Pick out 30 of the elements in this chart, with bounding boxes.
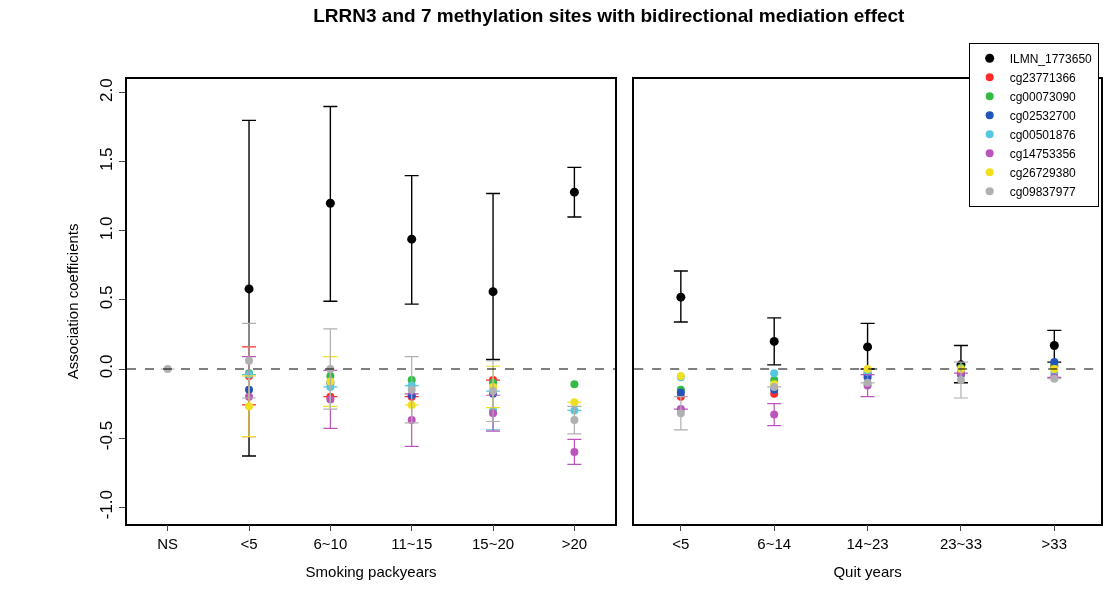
legend-label: cg00073090 bbox=[1009, 89, 1077, 104]
x-tick-label: 11~15 bbox=[391, 535, 433, 553]
legend-label: cg09837977 bbox=[1009, 184, 1077, 199]
y-tick-label: 1.5 bbox=[97, 147, 117, 172]
x-tick-label: >20 bbox=[561, 535, 588, 553]
legend-label: ILMN_1773650 bbox=[1009, 51, 1093, 66]
legend-label: cg00501876 bbox=[1009, 127, 1077, 142]
x-tick-label: <5 bbox=[240, 535, 258, 553]
y-tick-label: 2.0 bbox=[97, 78, 117, 102]
y-tick-label: 1.0 bbox=[97, 216, 117, 241]
y-tick-label: 0.0 bbox=[97, 354, 117, 379]
x-tick-label: NS bbox=[157, 535, 179, 553]
legend-label: cg26729380 bbox=[1009, 165, 1077, 180]
y-tick-label: 0.5 bbox=[97, 285, 117, 310]
legend-label: cg14753356 bbox=[1009, 146, 1077, 161]
x-axis-title: Quit years bbox=[833, 562, 902, 580]
x-axis-title: Smoking packyears bbox=[305, 562, 437, 580]
y-tick-label: -0.5 bbox=[97, 420, 117, 451]
x-tick-label: 15~20 bbox=[471, 535, 515, 553]
x-tick-label: 6~10 bbox=[313, 535, 348, 553]
x-tick-label: <5 bbox=[672, 535, 690, 553]
chart-title: LRRN3 and 7 methylation sites with bidirectional mediation effect bbox=[313, 5, 906, 27]
y-axis-title: Association coefficients bbox=[64, 223, 82, 380]
legend-label: cg02532700 bbox=[1009, 108, 1077, 123]
x-tick-label: >33 bbox=[1041, 535, 1068, 553]
legend-label: cg23771366 bbox=[1009, 70, 1077, 85]
x-tick-label: 6~14 bbox=[757, 535, 792, 553]
x-tick-label: 23~33 bbox=[939, 535, 983, 553]
y-tick-label: -1.0 bbox=[97, 489, 117, 520]
x-tick-label: 14~23 bbox=[846, 535, 889, 553]
